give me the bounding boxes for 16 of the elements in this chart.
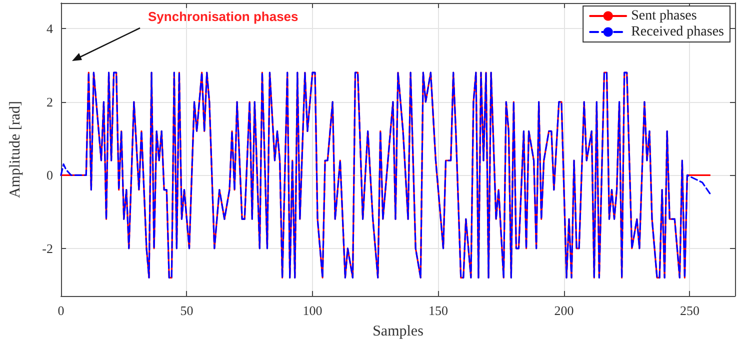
y-tick-label: 0 [46,168,53,183]
x-tick-label: 50 [180,303,194,318]
x-axis-title: Samples [372,324,424,340]
y-tick-label: 4 [46,21,54,36]
x-tick-label: 150 [428,303,448,318]
y-axis-title: Amplitude [rad] [8,100,24,198]
x-tick-label: 250 [680,303,700,318]
line-series [60,72,711,278]
x-tick-label: 100 [302,303,322,318]
x-tick-label: 200 [554,303,574,318]
legend-label: Sent phases [631,8,697,24]
x-tick-label: 0 [58,303,64,318]
y-tick-label: 2 [46,94,53,110]
y-tick-label: -2 [42,240,53,256]
annotation: Synchronisation phases [148,9,298,24]
legend-label: Received phases [631,24,724,40]
